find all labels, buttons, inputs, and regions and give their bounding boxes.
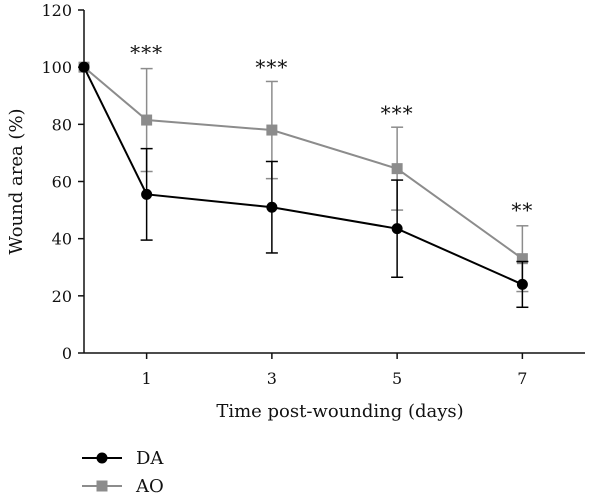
x-axis-title: Time post-wounding (days) bbox=[216, 401, 463, 422]
legend-item-ao: AO bbox=[82, 476, 164, 493]
significance-label: ** bbox=[511, 198, 533, 222]
y-tick-label: 60 bbox=[52, 173, 72, 192]
significance-label: *** bbox=[130, 41, 163, 65]
data-point bbox=[78, 61, 90, 73]
x-tick-label: 3 bbox=[267, 369, 277, 388]
data-point bbox=[516, 278, 528, 290]
legend-marker bbox=[96, 452, 108, 464]
data-point bbox=[141, 188, 153, 200]
x-tick-label: 1 bbox=[142, 369, 152, 388]
series-layer bbox=[78, 61, 529, 309]
significance-label: *** bbox=[381, 101, 414, 125]
y-tick-label: 120 bbox=[41, 1, 72, 20]
series-da bbox=[78, 61, 529, 309]
legend: DA AO bbox=[82, 448, 164, 493]
y-tick-label: 100 bbox=[41, 58, 72, 77]
y-tick-label: 20 bbox=[52, 287, 72, 306]
legend-marker bbox=[96, 480, 108, 492]
y-axis-title: Wound area (%) bbox=[6, 108, 27, 254]
legend-label: DA bbox=[136, 448, 164, 469]
legend-label: AO bbox=[135, 476, 164, 493]
annotation-layer: *********** bbox=[130, 41, 533, 222]
y-tick-label: 80 bbox=[52, 115, 72, 134]
data-point bbox=[391, 163, 403, 175]
x-tick-label: 5 bbox=[392, 369, 402, 388]
data-point bbox=[266, 124, 278, 136]
data-point bbox=[141, 114, 153, 126]
axes: 0 20 40 60 80 100 120 1 3 5 7 bbox=[41, 1, 585, 388]
data-point bbox=[266, 201, 278, 213]
significance-label: *** bbox=[255, 55, 288, 79]
data-point bbox=[391, 223, 403, 235]
x-tick-label: 7 bbox=[517, 369, 527, 388]
series-line bbox=[83, 66, 523, 286]
y-tick-label: 0 bbox=[62, 344, 72, 363]
legend-item-da: DA bbox=[82, 448, 164, 469]
series-line bbox=[83, 66, 523, 260]
data-point bbox=[516, 253, 528, 265]
y-tick-label: 40 bbox=[52, 230, 72, 249]
